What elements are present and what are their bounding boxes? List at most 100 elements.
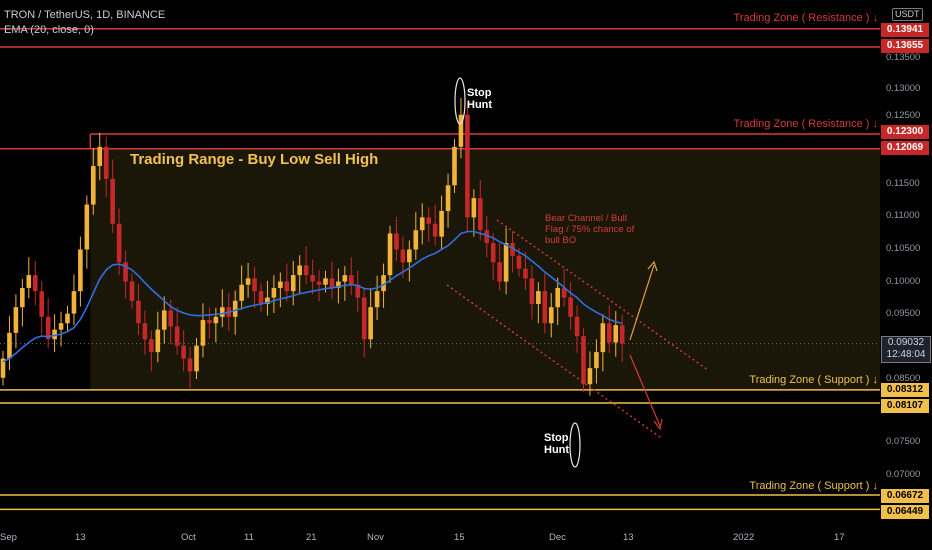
candle-body [97,146,103,167]
candle-body [91,166,96,205]
price-tick: 0.13500 [886,52,921,63]
candle-body [65,313,70,324]
price-tick: 0.08500 [886,373,921,384]
symbol-title[interactable]: TRON / TetherUS, 1D, BINANCE [4,9,166,21]
candle-body [471,198,477,218]
currency-unit[interactable]: USDT [892,8,923,21]
candle-body [503,243,509,282]
candle-body [523,268,528,279]
candle-body [155,329,161,353]
price-tick: 0.13000 [886,83,921,94]
candle-body [413,230,419,250]
level-badge-resistance: 0.13655 [881,39,929,53]
candle-body [452,146,457,186]
candle-body [529,278,535,304]
candle-body [510,243,515,256]
candle-body [200,320,206,346]
candle-body [458,114,464,147]
time-tick: 13 [75,532,86,543]
candle-body [123,262,128,282]
time-tick: 17 [834,532,845,543]
candle-body [490,243,496,263]
candle-body [536,291,541,304]
candle-body [129,281,135,301]
candle-body [290,275,296,292]
candle-body [181,345,186,359]
candle-body [323,278,328,285]
support-zone-label: Trading Zone ( Support ) ↓ [749,480,878,492]
candle-body [581,336,586,385]
time-tick: 21 [306,532,317,543]
time-tick: Oct [181,532,196,543]
resistance-zone-label: Trading Zone ( Resistance ) ↓ [733,12,878,24]
resistance-zone-label: Trading Zone ( Resistance ) ↓ [733,118,878,130]
trading-range-box [90,148,881,390]
stop-hunt-label: Stop Hunt [544,432,570,456]
stop-hunt-ellipse [569,422,581,468]
price-tick: 0.07500 [886,436,921,447]
time-tick: 15 [454,532,465,543]
candle-body [32,275,38,292]
candle-body [168,310,173,327]
candle-body [594,352,599,369]
indicator-legend[interactable]: EMA (20, close, 0) [4,24,94,36]
candle-body [20,287,25,308]
candle-body [103,146,109,179]
candle-body [271,287,277,298]
candle-body [245,278,251,285]
candle-body [278,281,283,288]
candle-body [310,275,315,282]
candle-body [58,323,64,330]
time-tick: Dec [549,532,566,543]
support-zone-label: Trading Zone ( Support ) ↓ [749,374,878,386]
candle-body [484,230,490,244]
candle-body [136,300,141,324]
price-tick: 0.10000 [886,276,921,287]
level-badge-support: 0.08312 [881,383,929,397]
candle-body [574,316,580,337]
candle-body [394,233,399,250]
last-price-box: 0.09032 12:48:04 [881,336,931,363]
candle-body [149,339,154,353]
last-price: 0.09032 [887,337,925,348]
bear-channel-note: Bear Channel / Bull Flag / 75% chance of… [545,213,635,246]
candle-body [0,358,6,378]
candle-body [497,262,502,282]
trading-range-title: Trading Range - Buy Low Sell High [130,151,379,168]
candle-body [26,275,32,288]
candle-body [445,185,451,211]
candle-body [7,332,12,359]
candle-body [426,217,431,224]
candle-body [84,204,90,250]
candle-body [297,265,302,276]
candle-body [174,326,180,346]
level-badge-resistance: 0.13941 [881,23,929,37]
candle-body [265,297,270,304]
candle-body [381,275,386,292]
candle-body [542,291,548,324]
candle-body [45,316,51,340]
candle-body [355,284,361,298]
stop-hunt-ellipse [454,77,466,125]
candle-body [232,300,238,317]
candle-body [349,275,354,285]
level-badge-support: 0.06672 [881,489,929,503]
candle-body [142,323,148,340]
time-tick: Sep [0,532,17,543]
ema-line [2,230,623,363]
candle-body [187,358,193,372]
candle-body [39,291,44,317]
candle-body [568,297,573,317]
candle-body [336,281,341,288]
price-tick: 0.07000 [886,469,921,480]
bullish-arrow-head [647,260,658,272]
candle-body [432,223,438,237]
candle-body [284,281,290,292]
time-tick: 2022 [733,532,755,543]
candle-body [387,233,393,276]
level-badge-support: 0.06449 [881,505,929,519]
candle-body [13,307,19,333]
price-tick: 0.10500 [886,243,921,254]
bar-countdown: 12:48:04 [886,349,926,360]
